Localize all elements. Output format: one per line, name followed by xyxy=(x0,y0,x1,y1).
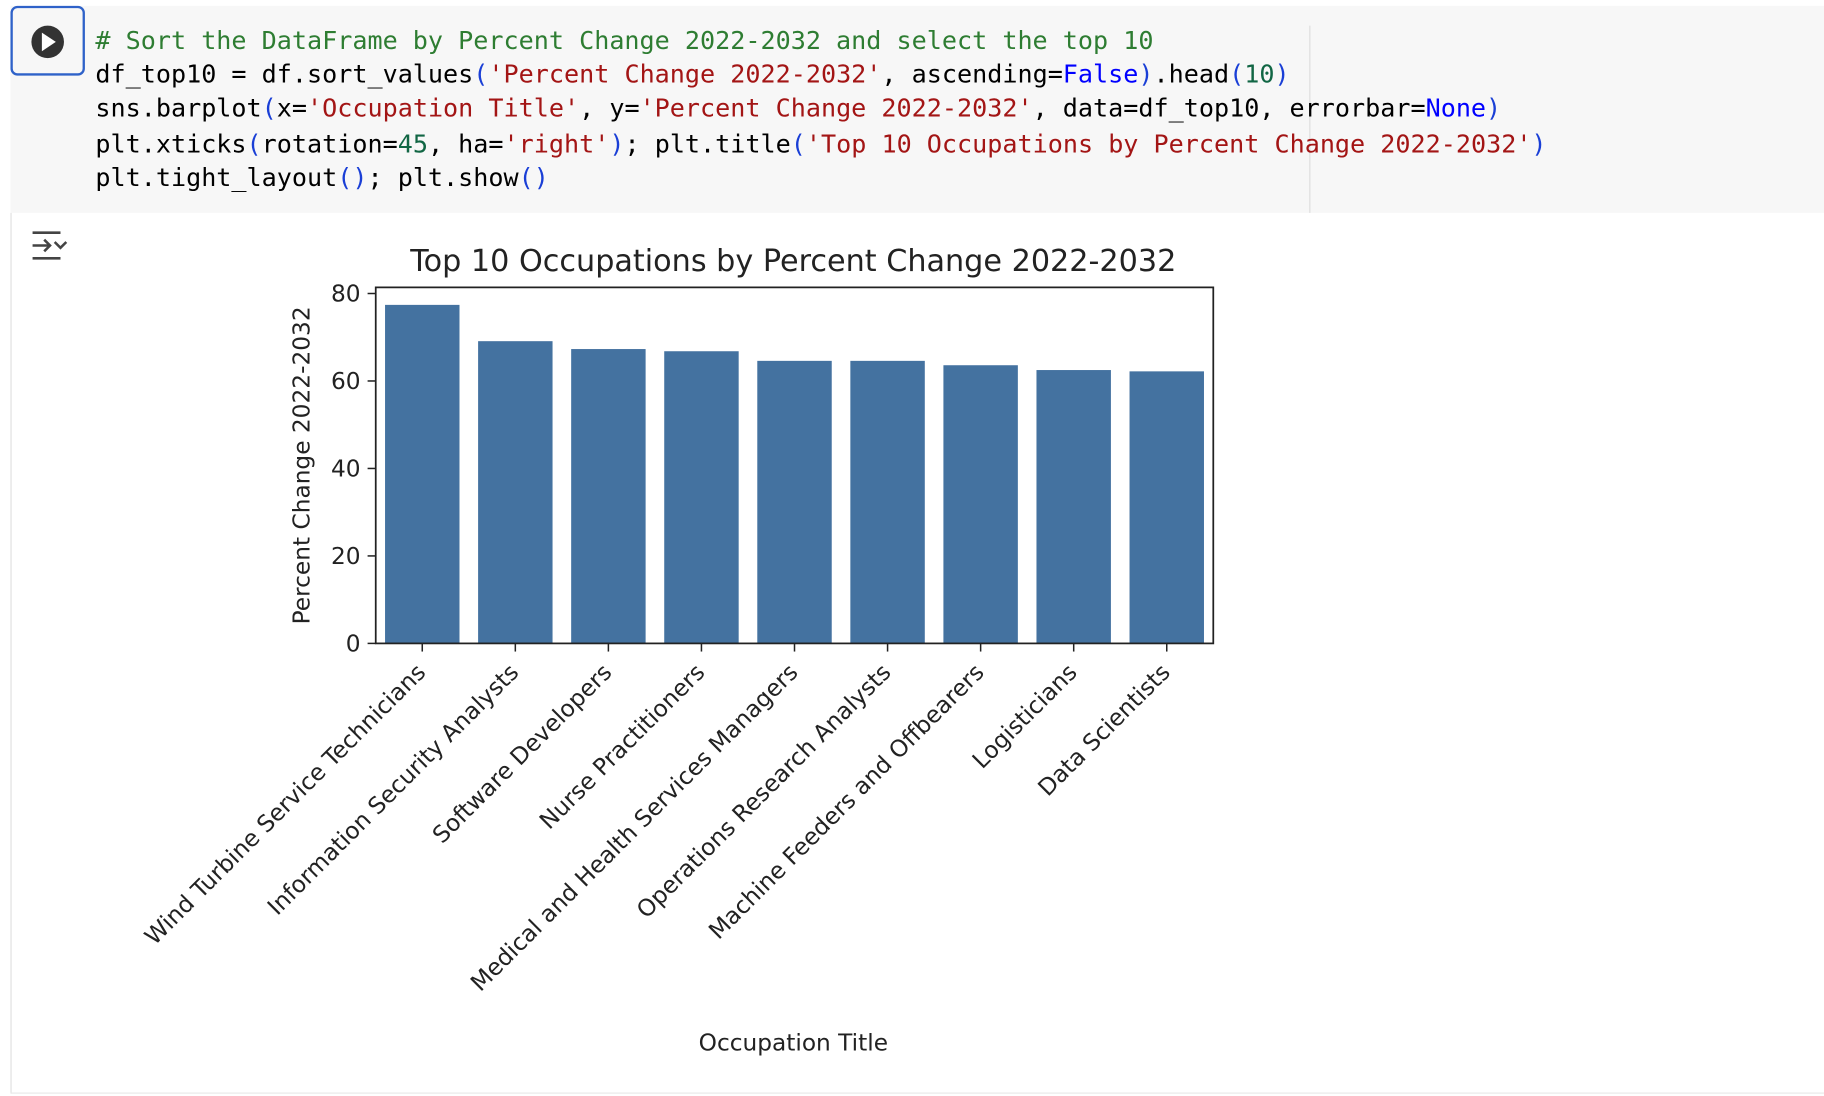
code-line: sns.barplot(x='Occupation Title', y='Per… xyxy=(95,93,1501,122)
code-token: , ha= xyxy=(428,129,504,158)
code-token: , ascending= xyxy=(881,60,1062,89)
code-token: ) xyxy=(1138,60,1153,89)
code-token: , data=df_top10, errorbar= xyxy=(1033,93,1426,122)
y-axis-label: Percent Change 2022-2032 xyxy=(288,306,315,624)
bar xyxy=(757,360,832,644)
y-tick-label: 40 xyxy=(331,456,361,483)
code-line: plt.xticks(rotation=45, ha='right'); plt… xyxy=(95,129,1546,158)
bar xyxy=(478,341,553,644)
code-token: False xyxy=(1063,60,1139,89)
code-token: ( xyxy=(262,93,277,122)
output-toggle[interactable] xyxy=(32,231,68,260)
code-token: 'right' xyxy=(504,129,610,158)
code-editor[interactable]: # Sort the DataFrame by Percent Change 2… xyxy=(95,26,1546,192)
code-token: 'Top 10 Occupations by Percent Change 20… xyxy=(806,129,1532,158)
output-icon-caret[interactable] xyxy=(53,241,68,250)
code-token: 'Percent Change 2022-2032' xyxy=(640,93,1033,122)
code-token: ; plt.title xyxy=(624,129,790,158)
run-button[interactable] xyxy=(10,5,85,76)
bar xyxy=(1129,371,1204,644)
bar xyxy=(850,360,925,644)
output-icon[interactable] xyxy=(32,231,61,260)
y-tick-label: 80 xyxy=(331,281,361,308)
code-token: ( xyxy=(791,129,806,158)
y-tick-label: 0 xyxy=(346,631,361,658)
code-line: plt.tight_layout(); plt.show() xyxy=(95,163,548,192)
code-token: rotation= xyxy=(262,129,398,158)
x-axis-label: Occupation Title xyxy=(699,1030,888,1057)
code-token: plt.xticks xyxy=(95,129,246,158)
code-token: ; plt.show xyxy=(367,163,519,192)
code-token: ( xyxy=(473,60,488,89)
code-token: plt.tight_layout xyxy=(95,163,337,192)
code-line: df_top10 = df.sort_values('Percent Chang… xyxy=(95,60,1289,89)
code-token: 10 xyxy=(1244,60,1274,89)
chart-title: Top 10 Occupations by Percent Change 202… xyxy=(409,244,1176,279)
code-token: df_top10 = df.sort_values xyxy=(95,60,473,89)
plot-frame xyxy=(374,286,1215,645)
code-token: ) xyxy=(1531,129,1546,158)
code-cell xyxy=(10,5,1824,213)
bar xyxy=(943,365,1018,644)
run-icon-arrow[interactable] xyxy=(41,32,56,52)
code-token: # Sort the DataFrame by Percent Change 2… xyxy=(95,26,1153,55)
bar xyxy=(664,351,739,644)
code-token: ) xyxy=(1486,93,1501,122)
code-token: .head xyxy=(1154,60,1230,89)
code-token: sns.barplot xyxy=(95,93,261,122)
code-token: ( xyxy=(247,129,262,158)
code-line: # Sort the DataFrame by Percent Change 2… xyxy=(95,26,1153,55)
code-token: () xyxy=(337,163,367,192)
bar xyxy=(1036,370,1111,644)
bar xyxy=(571,349,646,644)
code-token: ) xyxy=(1274,60,1289,89)
code-token: () xyxy=(519,163,549,192)
code-token: , y= xyxy=(579,93,639,122)
code-token: None xyxy=(1426,93,1486,122)
code-token: 'Percent Change 2022-2032' xyxy=(488,60,881,89)
y-tick-label: 20 xyxy=(331,543,361,570)
code-token: ) xyxy=(609,129,624,158)
code-token: ( xyxy=(1229,60,1244,89)
code-token: 'Occupation Title' xyxy=(307,93,579,122)
y-tick-label: 60 xyxy=(331,368,361,395)
code-token: 45 xyxy=(398,129,428,158)
code-token: x= xyxy=(277,93,307,122)
bar xyxy=(385,304,460,644)
